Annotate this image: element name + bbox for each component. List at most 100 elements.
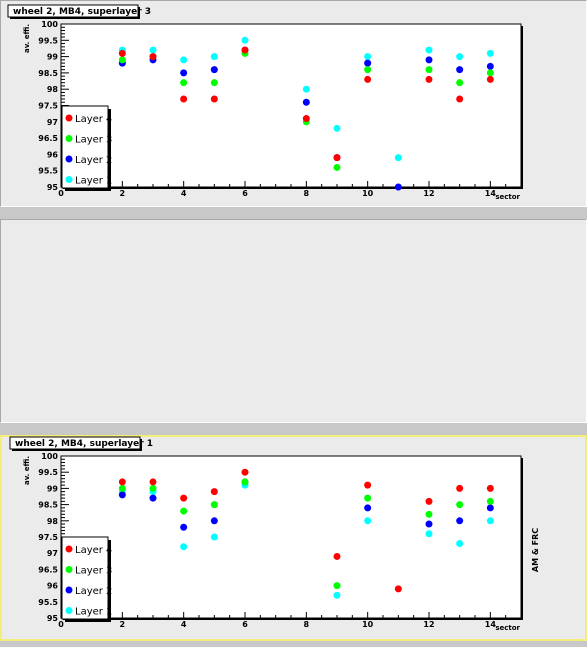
chart-title-box: wheel 2, MB4, superlayer 1: [9, 436, 153, 451]
y-tick-label: 98.5: [38, 501, 58, 510]
x-tick-label: 0: [58, 620, 64, 629]
data-point: [364, 75, 372, 83]
y-tick-label: 98.5: [38, 69, 58, 78]
data-point: [425, 46, 433, 54]
side-note: AM & FRC: [531, 528, 540, 572]
legend-label: Layer 3: [75, 135, 112, 146]
legend-marker: [65, 114, 73, 122]
legend: Layer 4 Layer 3 Layer 2 Layer 1: [61, 536, 112, 622]
data-point: [456, 79, 464, 87]
data-point: [364, 504, 372, 512]
data-point: [118, 478, 126, 486]
data-point: [394, 183, 402, 191]
data-point: [180, 69, 188, 77]
data-point: [149, 46, 157, 54]
data-point: [425, 510, 433, 518]
x-axis-label: sector: [495, 624, 520, 632]
data-point: [210, 488, 218, 496]
legend-label: Layer 1: [75, 176, 112, 187]
data-point: [486, 75, 494, 83]
x-tick-label: 4: [181, 189, 187, 198]
x-tick-label: 6: [242, 620, 248, 629]
data-point: [486, 49, 494, 57]
data-point: [394, 585, 402, 593]
data-point: [210, 66, 218, 74]
x-tick-label: 2: [120, 189, 126, 198]
data-point: [425, 56, 433, 64]
chart-superlayer-1: wheel 2, MB4, superlayer 1 0 2 4 6 8 10 12 14 95 9…: [9, 436, 540, 632]
legend-label: Layer 2: [75, 586, 112, 597]
x-tick-label: 12: [423, 189, 434, 198]
data-point: [456, 517, 464, 525]
data-point: [118, 491, 126, 499]
data-point: [333, 552, 341, 560]
legend-marker: [65, 135, 73, 142]
title-frame: [9, 436, 141, 450]
y-tick-label: 95.5: [38, 598, 58, 607]
chart-title: wheel 2, MB4, superlayer 3: [13, 7, 151, 17]
data-point: [425, 66, 433, 74]
title-frame: [7, 4, 139, 18]
chart-title-box: wheel 2, MB4, superlayer 3: [7, 4, 151, 19]
y-tick-label: 99: [47, 484, 59, 493]
data-point: [364, 66, 372, 74]
x-tick-label: 8: [304, 620, 310, 629]
y-tick-label: 96: [47, 582, 59, 591]
legend-label: Layer 4: [75, 545, 112, 556]
y-tick-label: 100: [41, 452, 58, 461]
y-tick-label: 99.5: [38, 36, 58, 45]
data-point: [394, 154, 402, 162]
data-point: [149, 478, 157, 486]
y-tick-label: 98: [47, 85, 59, 94]
data-point: [180, 507, 188, 515]
data-point: [486, 497, 494, 505]
data-point: [241, 478, 249, 486]
data-point: [456, 484, 464, 492]
data-point: [149, 484, 157, 492]
data-point: [364, 517, 372, 525]
data-point: [364, 481, 372, 489]
y-tick-label: 98: [47, 517, 59, 526]
data-point: [180, 95, 188, 103]
x-tick-label: 10: [362, 620, 374, 629]
data-point: [333, 582, 341, 590]
series-layer-4: [118, 468, 494, 593]
y-tick-label: 97.5: [38, 102, 58, 111]
y-tick-label: 95: [47, 183, 59, 192]
data-point: [364, 59, 372, 67]
data-point: [486, 504, 494, 512]
data-point: [456, 53, 464, 61]
legend-marker: [65, 176, 73, 183]
data-point: [425, 75, 433, 83]
data-point: [364, 53, 372, 61]
legend-marker: [65, 586, 73, 594]
data-point: [425, 530, 433, 538]
y-tick-label: 97.5: [38, 533, 58, 542]
data-point: [456, 66, 464, 74]
data-point: [210, 95, 218, 103]
data-point: [333, 154, 341, 162]
y-axis-label: av. effi.: [23, 456, 31, 485]
data-point: [456, 539, 464, 547]
y-axis-label: av. effi.: [23, 24, 31, 53]
data-point: [425, 497, 433, 505]
legend-label: Layer 1: [75, 607, 112, 618]
data-point: [180, 543, 188, 551]
plot-frame: [60, 23, 522, 188]
legend-label: Layer 4: [75, 114, 112, 125]
legend-label: Layer 3: [75, 566, 112, 577]
data-point: [333, 124, 341, 132]
x-tick-label: 6: [242, 189, 248, 198]
y-tick-label: 95: [47, 614, 59, 623]
x-tick-label: 0: [58, 189, 64, 198]
x-tick-label: 12: [423, 620, 434, 629]
data-point: [241, 468, 249, 476]
legend-marker: [65, 545, 73, 553]
data-point: [302, 115, 310, 123]
chart-title: wheel 2, MB4, superlayer 1: [15, 439, 153, 449]
data-point: [149, 53, 157, 61]
x-tick-label: 8: [304, 189, 310, 198]
data-point: [210, 53, 218, 61]
legend-marker: [65, 566, 73, 573]
data-point: [486, 62, 494, 70]
